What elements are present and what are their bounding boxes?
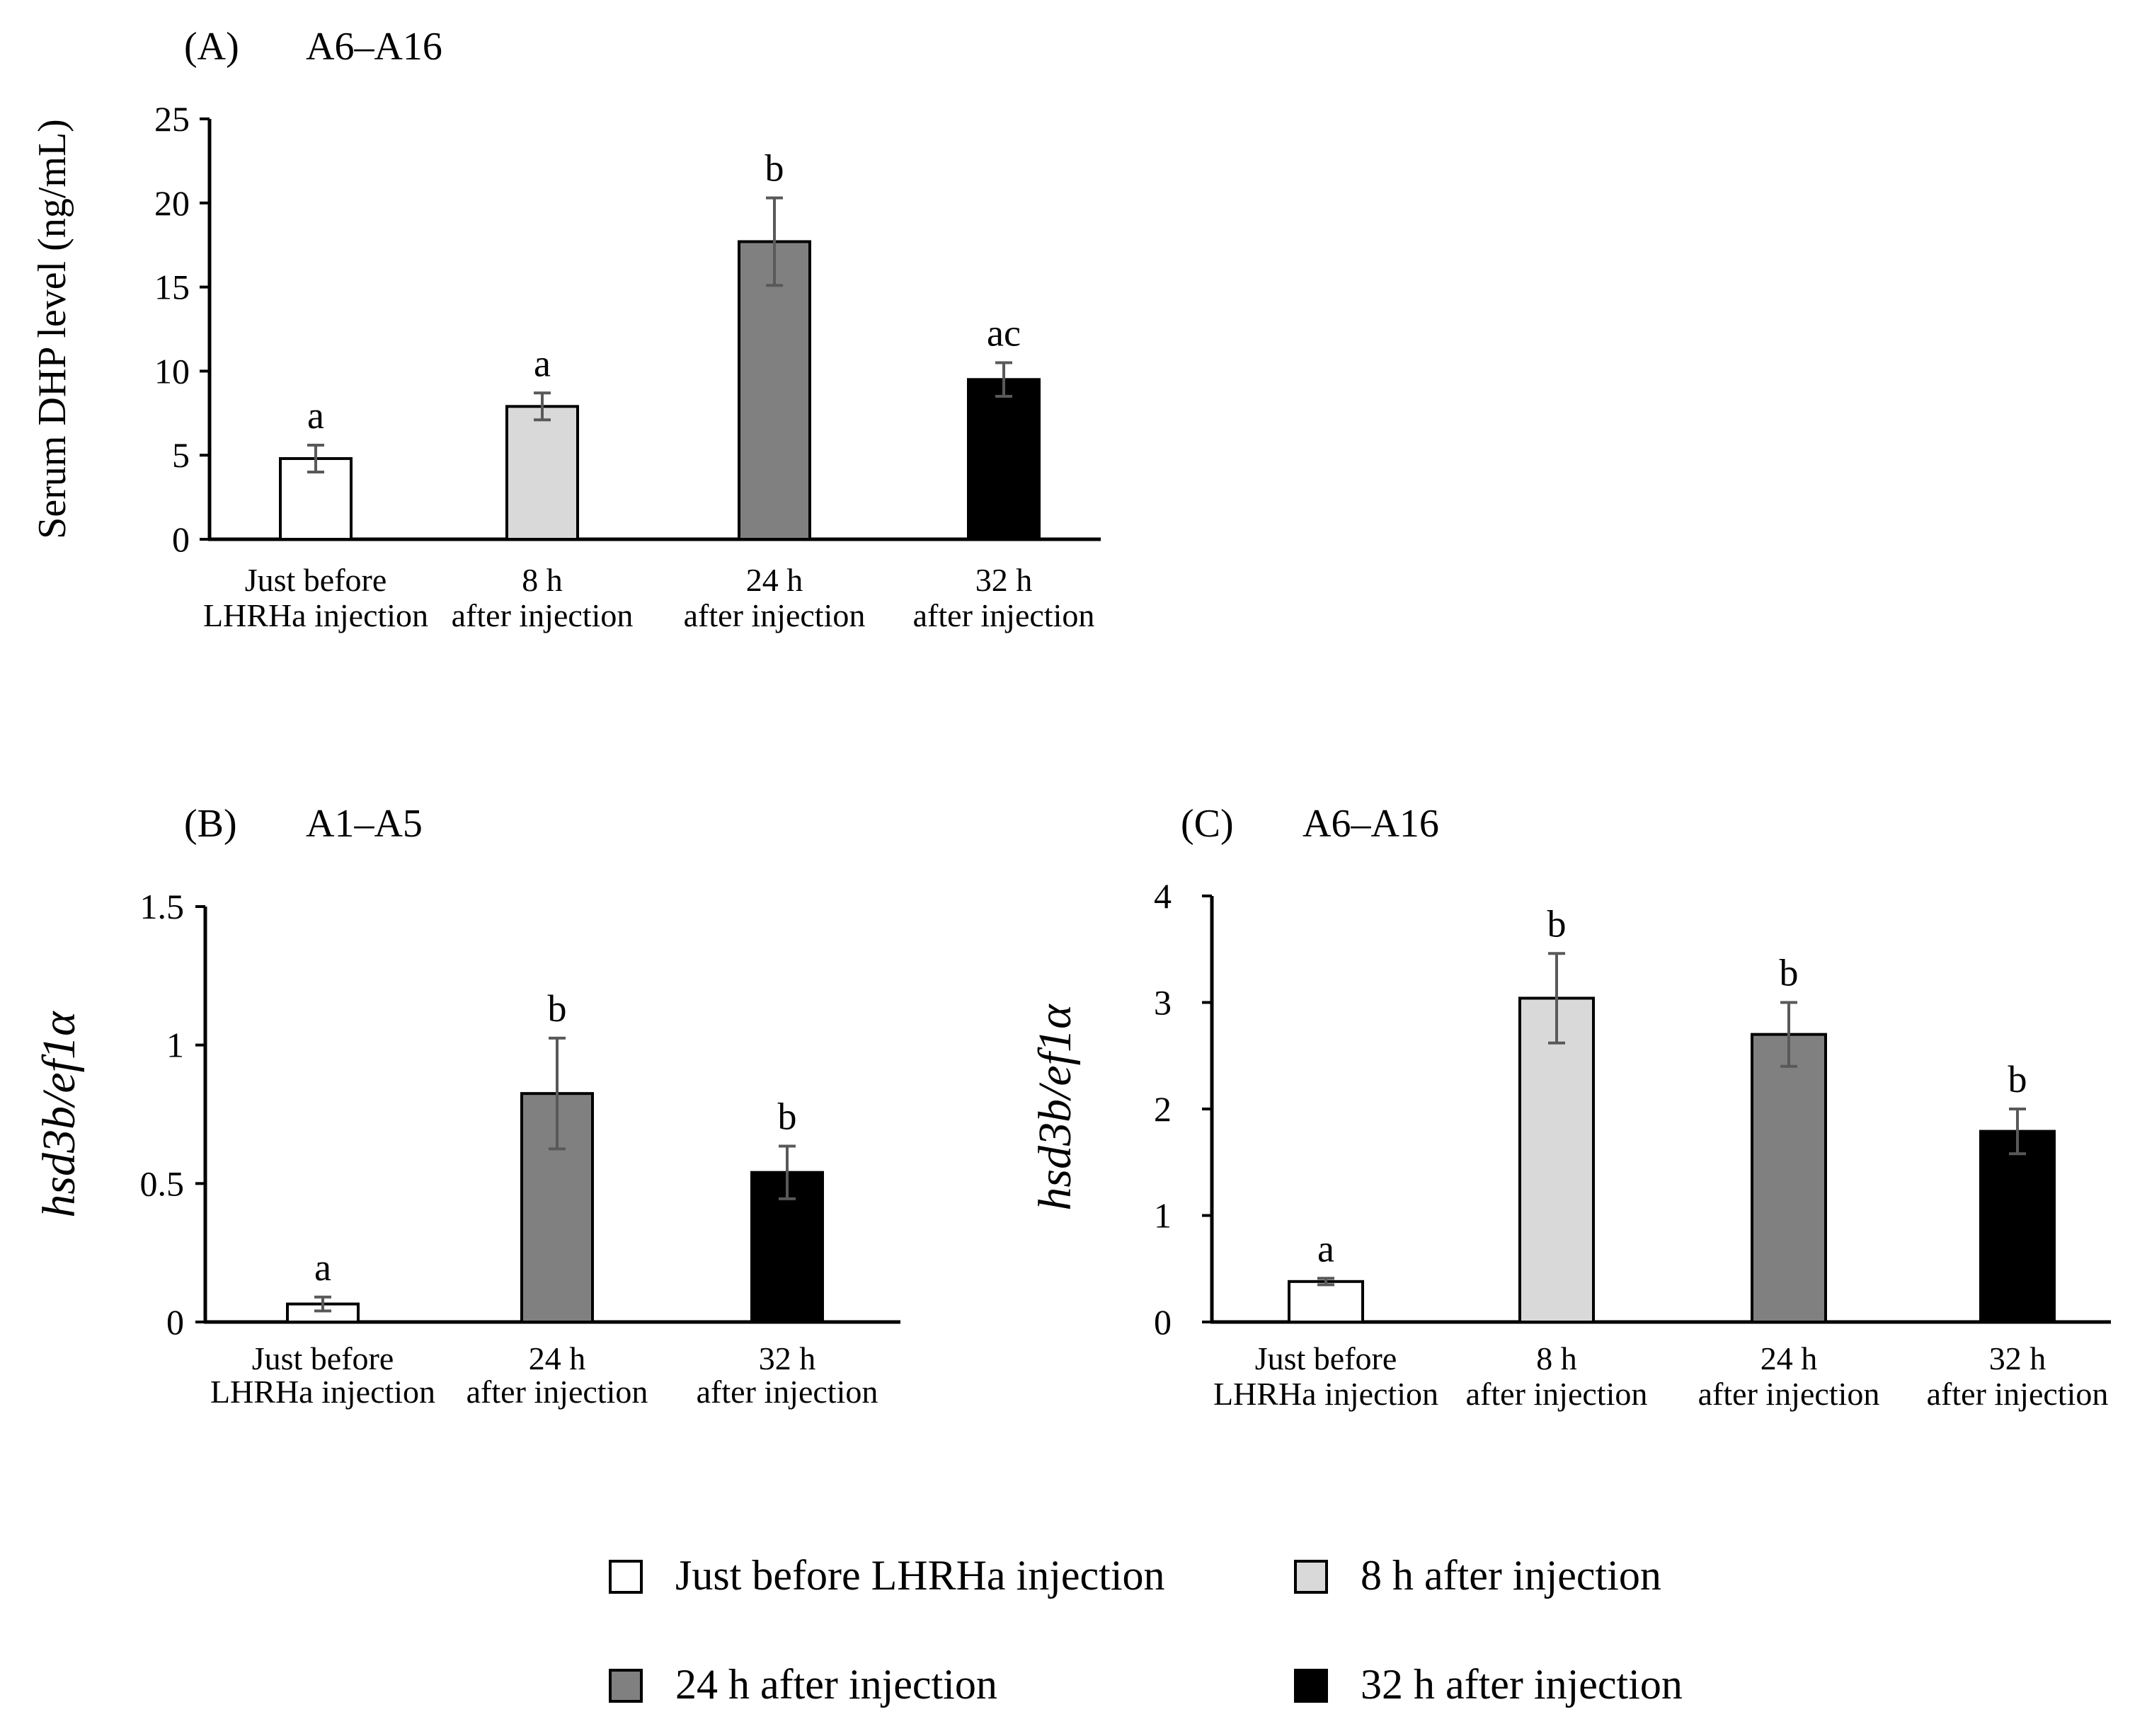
y-axis-label: hsd3b/ef1α	[1029, 1004, 1081, 1211]
legend-swatch-h8	[1294, 1560, 1328, 1594]
y-tick-label: 10	[154, 351, 190, 391]
y-tick-label: 5	[172, 435, 190, 475]
x-tick-label: 24 h	[1760, 1340, 1818, 1376]
bar-h24	[1751, 1033, 1827, 1324]
y-tick-label: 0	[172, 519, 190, 559]
y-tick-label: 15	[154, 268, 190, 307]
legend: Just before LHRHa injection 8 h after inj…	[609, 1552, 1683, 1708]
panel-label: (B)	[184, 802, 237, 846]
y-tick-label: 3	[1154, 983, 1172, 1023]
y-tick-label: 0	[1154, 1302, 1172, 1342]
chart-title: A1–A5	[306, 802, 423, 846]
panel-c: (C) A6–A16 hsd3b/ef1α 0 1 2 3 4 a Just beforeLHRH…	[1029, 802, 2111, 1412]
y-tick-label: 1	[166, 1025, 184, 1065]
significance-letter: b	[2008, 1058, 2027, 1100]
x-tick-label: Just before	[245, 562, 387, 598]
y-tick-label: 25	[154, 99, 190, 139]
legend-label: Just before LHRHa injection	[675, 1552, 1165, 1599]
significance-letter: a	[307, 394, 324, 437]
y-tick-label: 0.5	[140, 1163, 185, 1203]
bar-h8	[1518, 996, 1595, 1323]
significance-letter: a	[314, 1246, 331, 1289]
bar-h24	[738, 240, 811, 541]
x-tick-label: after injection	[466, 1374, 648, 1410]
significance-letter: ac	[987, 312, 1021, 355]
y-tick-label: 2	[1154, 1089, 1172, 1129]
significance-letter: b	[765, 147, 784, 190]
x-tick-label: after injection	[1927, 1376, 2109, 1412]
legend-swatch-h24	[609, 1669, 643, 1703]
bar-just_before	[286, 1302, 360, 1324]
significance-letter: b	[1780, 952, 1799, 994]
x-tick-label: 8 h	[522, 562, 563, 598]
significance-letter: a	[1317, 1227, 1334, 1270]
significance-letter: b	[778, 1096, 797, 1138]
y-tick-label: 1.5	[140, 887, 185, 926]
significance-letter: b	[548, 987, 567, 1030]
y-axis-label: Serum DHP level (ng/mL)	[30, 119, 74, 539]
legend-label: 8 h after injection	[1361, 1552, 1661, 1599]
x-tick-label: after injection	[697, 1374, 878, 1410]
legend-label: 32 h after injection	[1361, 1661, 1683, 1708]
y-tick-label: 20	[154, 183, 190, 223]
panel-a: (A) A6–A16 Serum DHP level (ng/mL) 0 5 10 15 20…	[30, 25, 1101, 633]
x-tick-label: Just before	[252, 1340, 394, 1376]
legend-swatch-just_before	[609, 1560, 643, 1594]
panel-label: (A)	[184, 25, 239, 69]
x-tick-label: after injection	[1698, 1376, 1880, 1412]
bar-h32	[967, 378, 1041, 541]
chart-title: A6–A16	[306, 25, 442, 69]
legend-swatch-h32	[1294, 1669, 1328, 1703]
x-tick-label: 24 h	[746, 562, 803, 598]
y-tick-label: 4	[1154, 876, 1172, 916]
bar-h32	[1979, 1129, 2056, 1323]
x-tick-label: after injection	[913, 597, 1095, 633]
significance-letter: b	[1547, 902, 1567, 945]
x-tick-label: 32 h	[1989, 1340, 2046, 1376]
y-tick-label: 1	[1154, 1196, 1172, 1236]
bar-h8	[505, 405, 579, 541]
x-tick-label: after injection	[452, 597, 634, 633]
panel-b: (B) A1–A5 hsd3b/ef1α 0 0.5 1 1.5 a Just beforeLH…	[33, 802, 900, 1410]
x-tick-label: after injection	[1466, 1376, 1648, 1412]
x-tick-label: LHRHa injection	[1213, 1376, 1438, 1412]
x-tick-label: LHRHa injection	[203, 597, 428, 633]
x-tick-label: 8 h	[1536, 1340, 1577, 1376]
legend-label: 24 h after injection	[675, 1661, 997, 1708]
chart-title: A6–A16	[1302, 802, 1439, 846]
bar-just_before	[1288, 1280, 1364, 1324]
significance-letter: a	[534, 342, 551, 384]
panel-label: (C)	[1181, 802, 1234, 846]
y-axis-label: hsd3b/ef1α	[33, 1011, 85, 1218]
x-tick-label: LHRHa injection	[210, 1374, 435, 1410]
x-tick-label: after injection	[684, 597, 866, 633]
x-tick-label: 32 h	[759, 1340, 816, 1376]
x-tick-label: 32 h	[975, 562, 1033, 598]
x-tick-label: Just before	[1255, 1340, 1397, 1376]
x-tick-label: 24 h	[529, 1340, 586, 1376]
y-tick-label: 0	[166, 1302, 184, 1342]
